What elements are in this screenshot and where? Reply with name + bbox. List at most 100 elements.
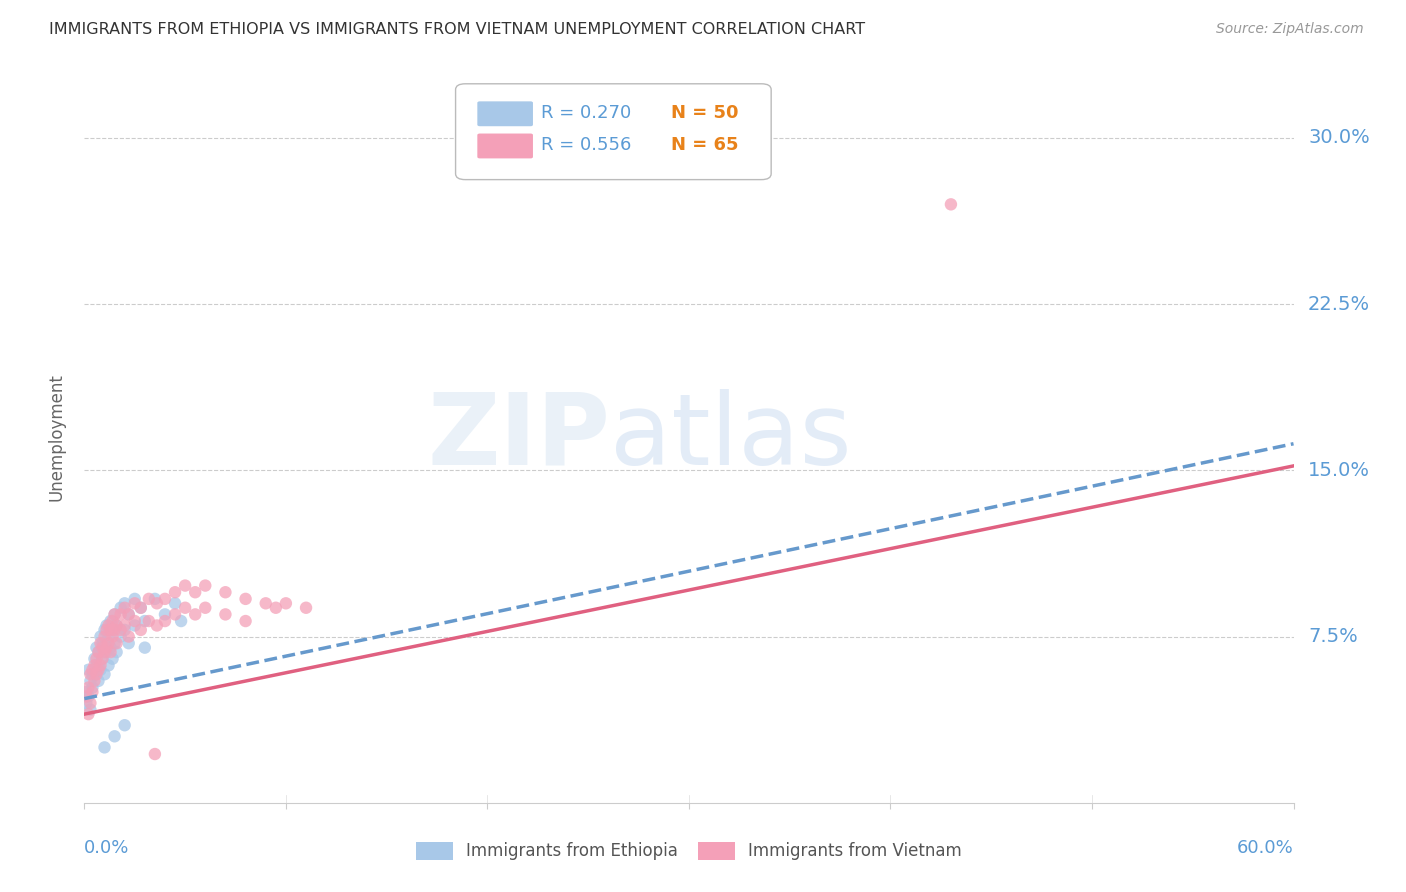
- Point: [101, 614, 124, 628]
- Point: [97, 658, 120, 673]
- Point: [118, 607, 141, 622]
- Point: [146, 618, 169, 632]
- Point: [114, 596, 136, 610]
- Point: [83, 658, 105, 673]
- Point: [96, 623, 118, 637]
- Point: [165, 607, 187, 622]
- Point: [165, 585, 187, 599]
- Point: [114, 623, 136, 637]
- Text: 0.0%: 0.0%: [84, 839, 129, 857]
- Point: [97, 630, 120, 644]
- Point: [254, 596, 277, 610]
- FancyBboxPatch shape: [456, 84, 770, 179]
- Point: [82, 685, 104, 699]
- Point: [75, 685, 97, 699]
- Point: [96, 640, 118, 655]
- Point: [87, 645, 110, 659]
- Point: [105, 618, 128, 632]
- Point: [143, 747, 166, 761]
- Point: [89, 636, 111, 650]
- Point: [184, 585, 207, 599]
- Point: [134, 640, 156, 655]
- Point: [91, 651, 114, 665]
- Point: [138, 591, 160, 606]
- Point: [101, 623, 124, 637]
- Point: [101, 651, 124, 665]
- Point: [110, 623, 132, 637]
- Point: [124, 591, 146, 606]
- Point: [110, 630, 132, 644]
- Point: [295, 600, 318, 615]
- Point: [87, 645, 110, 659]
- Point: [214, 585, 236, 599]
- Point: [264, 600, 287, 615]
- Text: R = 0.270: R = 0.270: [541, 104, 631, 122]
- Point: [93, 630, 115, 644]
- Point: [118, 630, 141, 644]
- FancyBboxPatch shape: [478, 102, 533, 127]
- Point: [83, 667, 105, 681]
- Point: [91, 651, 114, 665]
- Point: [134, 614, 156, 628]
- Point: [170, 614, 193, 628]
- Point: [114, 718, 136, 732]
- Point: [124, 618, 146, 632]
- Text: 30.0%: 30.0%: [1308, 128, 1369, 147]
- Point: [79, 673, 101, 688]
- Point: [104, 607, 127, 622]
- Point: [93, 667, 115, 681]
- Point: [77, 681, 100, 695]
- Point: [114, 600, 136, 615]
- Point: [82, 663, 104, 677]
- Legend: Immigrants from Ethiopia, Immigrants from Vietnam: Immigrants from Ethiopia, Immigrants fro…: [416, 842, 962, 860]
- Point: [97, 636, 120, 650]
- Text: 22.5%: 22.5%: [1308, 294, 1371, 314]
- Point: [235, 614, 257, 628]
- Point: [129, 600, 152, 615]
- Point: [89, 630, 111, 644]
- Text: Source: ZipAtlas.com: Source: ZipAtlas.com: [1216, 22, 1364, 37]
- Point: [146, 596, 169, 610]
- Point: [105, 636, 128, 650]
- Point: [83, 673, 105, 688]
- Point: [79, 703, 101, 717]
- Point: [194, 600, 217, 615]
- Point: [93, 740, 115, 755]
- Point: [194, 578, 217, 592]
- Point: [91, 640, 114, 655]
- Point: [79, 696, 101, 710]
- Point: [104, 729, 127, 743]
- Text: atlas: atlas: [610, 389, 852, 485]
- Text: N = 50: N = 50: [671, 104, 738, 122]
- Text: IMMIGRANTS FROM ETHIOPIA VS IMMIGRANTS FROM VIETNAM UNEMPLOYMENT CORRELATION CHA: IMMIGRANTS FROM ETHIOPIA VS IMMIGRANTS F…: [49, 22, 865, 37]
- Point: [86, 640, 108, 655]
- Point: [939, 197, 962, 211]
- Point: [77, 707, 100, 722]
- Point: [274, 596, 297, 610]
- Point: [100, 623, 122, 637]
- Point: [214, 607, 236, 622]
- Point: [97, 618, 120, 632]
- Point: [174, 600, 197, 615]
- Point: [184, 607, 207, 622]
- Point: [129, 600, 152, 615]
- Point: [89, 658, 111, 673]
- Point: [101, 630, 124, 644]
- Point: [138, 614, 160, 628]
- Point: [129, 623, 152, 637]
- Point: [75, 690, 97, 704]
- Point: [86, 658, 108, 673]
- Point: [96, 645, 118, 659]
- Point: [77, 690, 100, 704]
- Text: R = 0.556: R = 0.556: [541, 136, 631, 154]
- Point: [114, 618, 136, 632]
- FancyBboxPatch shape: [478, 134, 533, 159]
- Point: [104, 623, 127, 637]
- Point: [87, 673, 110, 688]
- Point: [153, 591, 176, 606]
- Point: [82, 681, 104, 695]
- Point: [82, 667, 104, 681]
- Point: [118, 636, 141, 650]
- Point: [235, 591, 257, 606]
- Point: [110, 607, 132, 622]
